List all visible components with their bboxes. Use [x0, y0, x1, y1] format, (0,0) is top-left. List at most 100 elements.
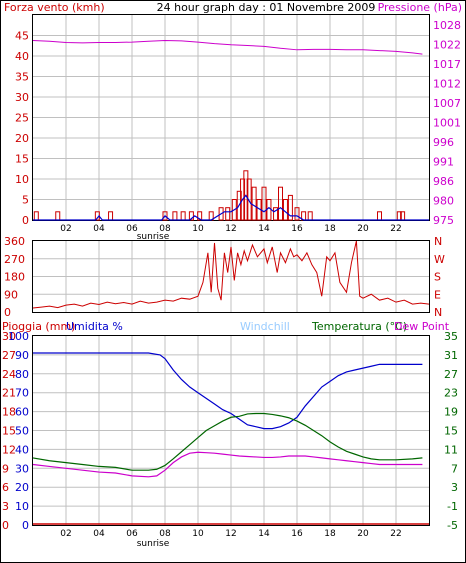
x-tick-label: 22	[390, 224, 401, 234]
x-tick-label: 18	[324, 224, 336, 234]
humidity-tick-label: 40	[15, 443, 29, 456]
y-right-tick-label: 1007	[433, 97, 461, 110]
y-left-tick-label: 90	[4, 288, 18, 301]
y-right-tick-label: 991	[433, 156, 454, 169]
gust-bar	[231, 199, 237, 221]
gust-bar	[162, 211, 168, 221]
y-right-tick-label: 980	[433, 195, 454, 208]
y-right-tick-label: 986	[433, 175, 454, 188]
y-right-tick-label: S	[434, 271, 441, 284]
rain-tick-label: 21	[2, 387, 16, 400]
rain-tick-label: 3	[2, 500, 9, 513]
gust-bar	[251, 186, 257, 221]
temperature-tick-label: 23	[444, 387, 458, 400]
dew-point-line	[32, 451, 423, 478]
temperature-line	[32, 412, 423, 471]
humidity-tick-label: 70	[15, 387, 29, 400]
rain-tick-label: 12	[2, 443, 16, 456]
wind-direction-plot-area	[32, 240, 430, 313]
y-right-tick-label: 975	[433, 214, 454, 227]
y-left-tick-label: 360	[4, 235, 25, 248]
x-tick-label: 10	[192, 529, 204, 539]
x-tick-label: 04	[93, 529, 105, 539]
temperature-tick-label: -5	[447, 519, 458, 532]
y-left-tick-label: 25	[15, 112, 29, 125]
x-tick-label: 20	[357, 224, 369, 234]
axis-labels: 02 04 06 08 10 12 14 16 18 20 22051015202530354045…	[2, 19, 461, 539]
y-left-tick-label: 180	[4, 271, 25, 284]
y-right-tick-label: 1017	[433, 58, 461, 71]
gust-bar	[236, 190, 242, 221]
gust-bar	[218, 207, 224, 221]
gust-bar	[197, 211, 203, 221]
chart-title: 24 hour graph day : 01 Novembre 2009	[157, 1, 376, 14]
y-right-tick-label: 996	[433, 136, 454, 149]
y-left-tick-label: 15	[15, 153, 29, 166]
rain-axis-label: Pioggia (mm)	[2, 320, 75, 333]
y-right-tick-label: 1022	[433, 39, 461, 52]
temperature-tick-label: 3	[451, 481, 458, 494]
sunrise-label-bottom: sunrise	[137, 539, 170, 549]
rain-tick-label: 24	[2, 368, 16, 381]
humidity-tick-label: 50	[15, 425, 29, 438]
y-left-tick-label: 5	[22, 194, 29, 207]
temperature-tick-label: -1	[447, 500, 458, 513]
y-left-tick-label: 0	[22, 214, 29, 227]
sunrise-label-top: sunrise	[137, 232, 170, 242]
gust-bar	[287, 194, 293, 221]
y-left-tick-label: 0	[4, 306, 11, 319]
x-tick-label: 02	[60, 529, 71, 539]
x-tick-label: 18	[324, 529, 336, 539]
rain-tick-label: 6	[2, 481, 9, 494]
y-right-tick-label: N	[434, 306, 442, 319]
gust-bar	[225, 207, 231, 221]
gust-bar	[273, 207, 279, 221]
wind-speed-line	[33, 194, 429, 221]
gust-bar	[261, 186, 267, 221]
temperature-plot-area	[32, 335, 430, 526]
gust-bar	[278, 186, 283, 221]
rain-tick-label: 0	[2, 519, 9, 532]
y-right-tick-label: E	[434, 288, 441, 301]
pressure-line	[32, 40, 423, 55]
y-right-tick-label: N	[434, 235, 442, 248]
x-tick-label: 16	[291, 224, 303, 234]
temperature-tick-label: 15	[444, 425, 458, 438]
rain-tick-label: 30	[2, 330, 16, 343]
y-left-tick-label: 20	[15, 132, 29, 145]
x-tick-label: 02	[60, 224, 71, 234]
wind-axis-label: Forza vento (kmh)	[4, 1, 105, 14]
rain-tick-label: 27	[2, 349, 16, 362]
humidity-tick-label: 80	[15, 368, 29, 381]
y-right-tick-label: 1028	[433, 19, 461, 32]
y-right-tick-label: 1001	[433, 117, 461, 130]
wind-speed-plot-area	[32, 14, 430, 221]
dewpoint-axis-label: Dew Point	[394, 320, 450, 333]
y-left-tick-label: 10	[15, 173, 29, 186]
y-left-tick-label: 45	[15, 30, 29, 43]
temperature-tick-label: 27	[444, 368, 458, 381]
temperature-axis-label: Temperatura (°C)	[311, 320, 407, 333]
humidity-tick-label: 20	[15, 481, 29, 494]
data-series	[32, 40, 430, 525]
x-tick-label: 12	[225, 529, 236, 539]
humidity-tick-label: 100	[8, 330, 29, 343]
humidity-tick-label: 60	[15, 406, 29, 419]
x-tick-label: 06	[126, 224, 138, 234]
humidity-axis-label: Umidita %	[66, 320, 123, 333]
windchill-axis-label: Windchill	[240, 320, 290, 333]
humidity-tick-label: 0	[22, 519, 29, 532]
temperature-tick-label: 19	[444, 406, 458, 419]
wind-direction-line	[32, 240, 430, 309]
humidity-tick-label: 30	[15, 462, 29, 475]
temperature-tick-label: 31	[444, 349, 458, 362]
x-tick-label: 12	[225, 224, 236, 234]
gust-bar	[243, 170, 249, 221]
gust-bar	[246, 178, 252, 221]
x-tick-label: 10	[192, 224, 204, 234]
gust-bar	[294, 207, 300, 221]
y-right-tick-label: 1012	[433, 78, 461, 91]
